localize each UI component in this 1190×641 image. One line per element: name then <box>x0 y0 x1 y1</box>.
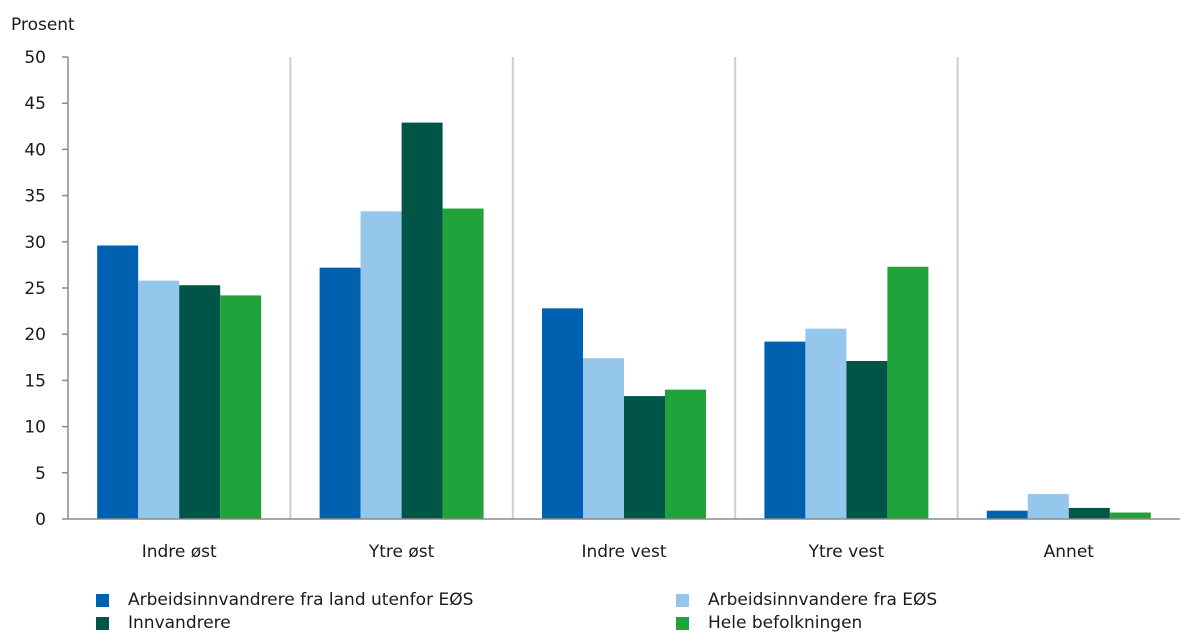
x-tick-label: Ytre øst <box>368 542 435 562</box>
bar <box>805 328 847 519</box>
legend-swatch-1 <box>676 594 689 607</box>
bar <box>360 211 402 520</box>
y-tick-label: 15 <box>24 371 46 391</box>
bar <box>442 208 484 519</box>
bar <box>764 341 806 519</box>
bar <box>624 396 665 519</box>
y-tick-label: 35 <box>24 187 46 207</box>
y-tick-label: 30 <box>24 233 46 253</box>
x-tick-label: Annet <box>1044 542 1095 562</box>
x-tick-label: Ytre vest <box>808 542 885 562</box>
bar <box>220 295 262 519</box>
bar <box>319 267 361 519</box>
y-tick-label: 50 <box>24 48 46 68</box>
legend-label-3: Hele befolkningen <box>708 613 863 633</box>
bar <box>138 280 180 519</box>
legend-swatch-2 <box>96 617 109 630</box>
bar <box>97 245 139 519</box>
bar <box>542 308 583 519</box>
legend-label-1: Arbeidsinnvandere fra EØS <box>708 590 938 610</box>
bar <box>1109 512 1151 519</box>
y-axis-label: Prosent <box>11 15 75 35</box>
legend-item-0: Arbeidsinnvandrere fra land utenfor EØS <box>96 590 676 611</box>
bar <box>583 358 624 519</box>
bar <box>401 122 443 519</box>
bar <box>665 389 706 519</box>
bar <box>846 360 888 519</box>
legend-swatch-3 <box>676 617 689 630</box>
y-tick-label: 45 <box>24 94 46 114</box>
legend-item-2: Innvandrere <box>96 613 676 634</box>
y-tick-label: 0 <box>35 510 46 530</box>
y-tick-label: 25 <box>24 279 46 299</box>
bar <box>1068 507 1110 519</box>
bar <box>986 510 1028 519</box>
legend-swatch-0 <box>96 594 109 607</box>
legend-item-1: Arbeidsinnvandere fra EØS <box>676 590 1156 611</box>
legend-label-2: Innvandrere <box>128 613 231 633</box>
x-tick-label: Indre vest <box>581 542 666 562</box>
legend-label-0: Arbeidsinnvandrere fra land utenfor EØS <box>128 590 474 610</box>
y-tick-label: 40 <box>24 140 46 160</box>
legend: Arbeidsinnvandrere fra land utenfor EØS … <box>96 590 1156 634</box>
bar <box>1027 494 1069 519</box>
bar <box>887 266 929 519</box>
bar <box>179 285 221 519</box>
x-tick-label: Indre øst <box>142 542 217 562</box>
legend-item-3: Hele befolkningen <box>676 613 1156 634</box>
y-tick-label: 20 <box>24 325 46 345</box>
y-tick-label: 10 <box>24 418 46 438</box>
y-tick-label: 5 <box>35 464 46 484</box>
